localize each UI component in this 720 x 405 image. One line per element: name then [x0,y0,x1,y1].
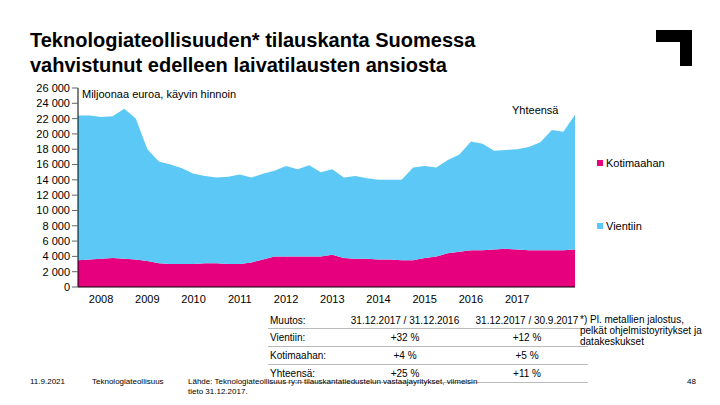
svg-text:14 000: 14 000 [36,174,70,186]
html-text:Kotimaahan:: Kotimaahan: [270,350,327,361]
html-text:Teknologiateollisuus: Teknologiateollisuus [92,377,164,386]
html-text:11.9.2021: 11.9.2021 [30,377,65,386]
html-text:+5 %: +5 % [515,350,539,361]
html-text:Yhteensä: Yhteensä [512,104,559,116]
svg-text:0: 0 [64,281,70,293]
svg-text:2008: 2008 [89,293,113,305]
svg-text:2 000: 2 000 [42,266,70,278]
html-text:31.12.2017 / 31.12.2016: 31.12.2017 / 31.12.2016 [350,315,460,326]
svg-text:2009: 2009 [135,293,159,305]
svg-text:2012: 2012 [274,293,298,305]
html-text:Vientiin: Vientiin [606,220,642,232]
svg-text:2013: 2013 [320,293,344,305]
svg-text:2016: 2016 [459,293,483,305]
svg-text:8 000: 8 000 [42,220,70,232]
html-text:Miljoonaa euroa, käyvin hinnoi: Miljoonaa euroa, käyvin hinnoin [82,88,237,100]
svg-text:10 000: 10 000 [36,204,70,216]
html-text:+11 %: +11 % [513,368,541,379]
svg-text:22 000: 22 000 [36,113,70,125]
html-text:Yhteensä:: Yhteensä: [270,368,315,379]
svg-text:2015: 2015 [413,293,437,305]
html-text:48: 48 [687,377,696,386]
html-text:Teknologiateollisuuden* tilaus: Teknologiateollisuuden* tilauskanta Suom… [30,29,476,76]
html-text:+25 %: +25 % [390,368,420,379]
svg-text:2017: 2017 [505,293,529,305]
svg-text:2011: 2011 [228,293,252,305]
svg-text:26 000: 26 000 [36,82,70,94]
svg-text:12 000: 12 000 [36,189,70,201]
html-text:*) Pl. metallien jalostus, pel: *) Pl. metallien jalostus, pelkät ohjelm… [580,314,702,347]
html-text:Vientiin:: Vientiin: [270,332,306,343]
svg-text:20 000: 20 000 [36,128,70,140]
html-text:+4 %: +4 % [393,350,417,361]
html-text:31.12.2017 / 30.9.2017: 31.12.2017 / 30.9.2017 [475,315,579,326]
svg-text:18 000: 18 000 [36,143,70,155]
html-text:Lähde: Teknologiateollisuus ry: Lähde: Teknologiateollisuus ry:n tilausk… [188,377,478,396]
html-text:Muutos:: Muutos: [270,315,306,326]
svg-text:6 000: 6 000 [42,235,70,247]
svg-text:2010: 2010 [181,293,205,305]
svg-text:16 000: 16 000 [36,158,70,170]
svg-text:24 000: 24 000 [36,97,70,109]
html-text:+12 %: +12 % [512,332,542,343]
svg-text:4 000: 4 000 [42,250,70,262]
html-text:Kotimaahan: Kotimaahan [606,157,665,169]
svg-text:2014: 2014 [366,293,390,305]
html-text:+32 %: +32 % [390,332,420,343]
